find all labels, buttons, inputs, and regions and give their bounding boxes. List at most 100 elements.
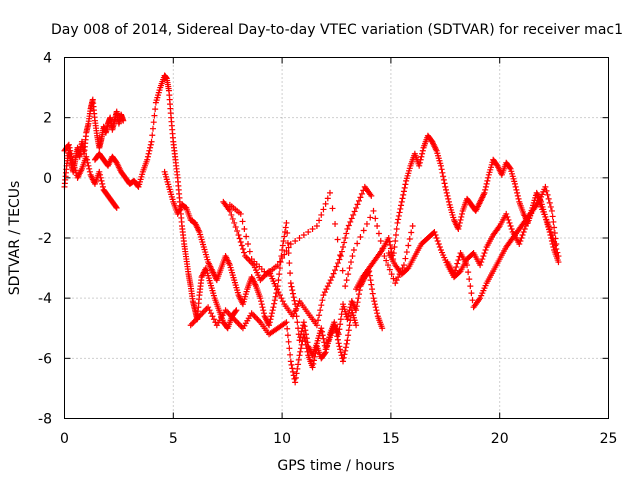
data-point (150, 119, 157, 126)
data-point (374, 222, 381, 229)
data-point (326, 334, 333, 341)
data-point (547, 228, 554, 235)
data-point (285, 244, 292, 251)
data-point (454, 260, 461, 267)
data-point (553, 246, 560, 253)
data-point (516, 241, 523, 248)
data-point (289, 287, 296, 294)
data-point (112, 203, 119, 210)
data-point (435, 241, 442, 248)
data-point (232, 223, 239, 230)
data-point (258, 298, 265, 305)
data-point (233, 307, 240, 314)
data-point (442, 183, 449, 190)
data-point (357, 233, 364, 240)
data-point (301, 323, 308, 330)
data-point (483, 180, 490, 187)
data-point (335, 340, 342, 347)
data-point (300, 331, 307, 338)
data-point (399, 195, 406, 202)
data-point (332, 326, 339, 333)
data-point (456, 219, 463, 226)
data-point (236, 235, 243, 242)
y-tick-label: 2 (43, 111, 52, 127)
data-point (149, 132, 156, 139)
data-point (546, 225, 553, 232)
data-point (363, 220, 370, 227)
data-point (346, 322, 353, 329)
data-point (329, 274, 336, 281)
data-point (334, 336, 341, 343)
data-point (305, 228, 312, 235)
data-point (271, 297, 278, 304)
data-point (519, 231, 526, 238)
data-point (374, 310, 381, 317)
data-point (279, 298, 286, 305)
data-point (381, 253, 388, 260)
data-point (284, 229, 291, 236)
data-point (342, 347, 349, 354)
data-point (416, 159, 423, 166)
data-point (275, 289, 282, 296)
data-point (226, 207, 233, 214)
data-point (503, 210, 510, 217)
data-point (553, 241, 560, 248)
data-point (477, 262, 484, 269)
data-point (360, 227, 367, 234)
data-point (552, 235, 559, 242)
data-point (511, 180, 518, 187)
data-point (99, 180, 106, 187)
data-point (369, 290, 376, 297)
data-point (281, 251, 288, 258)
data-point (324, 343, 331, 350)
data-point (241, 225, 248, 232)
data-point (292, 238, 299, 245)
data-point (465, 269, 472, 276)
data-point (84, 159, 91, 166)
data-point (468, 290, 475, 297)
data-point (513, 186, 520, 193)
data-point (345, 222, 352, 229)
data-point (368, 192, 375, 199)
data-point (396, 271, 403, 278)
data-point (67, 147, 74, 154)
data-point (390, 275, 397, 282)
data-point (318, 302, 325, 309)
data-point (297, 348, 304, 355)
data-point (113, 204, 120, 211)
data-point (294, 319, 301, 326)
data-point (355, 197, 362, 204)
data-point (340, 354, 347, 361)
data-point (400, 262, 407, 269)
data-point (149, 125, 156, 132)
data-point (554, 249, 561, 256)
data-point (349, 253, 356, 260)
data-point (504, 213, 511, 220)
data-point (351, 208, 358, 215)
data-point (485, 174, 492, 181)
data-points (61, 72, 562, 386)
data-point (367, 277, 374, 284)
data-point (432, 231, 439, 238)
data-point (392, 280, 399, 287)
data-point (148, 138, 155, 145)
data-point (400, 191, 407, 198)
data-point (387, 242, 394, 249)
data-point (348, 259, 355, 266)
series-outliers (226, 189, 416, 290)
data-point (144, 153, 151, 160)
data-point (517, 238, 524, 245)
data-point (293, 370, 300, 377)
data-point (324, 283, 331, 290)
grid (64, 57, 609, 419)
data-point (398, 202, 405, 209)
plot-frame (64, 57, 609, 419)
data-point (542, 183, 549, 190)
data-point (506, 219, 513, 226)
data-point (295, 356, 302, 363)
series-track-e (187, 304, 360, 386)
data-point (65, 141, 72, 148)
data-point (280, 238, 287, 245)
data-point (309, 364, 316, 371)
